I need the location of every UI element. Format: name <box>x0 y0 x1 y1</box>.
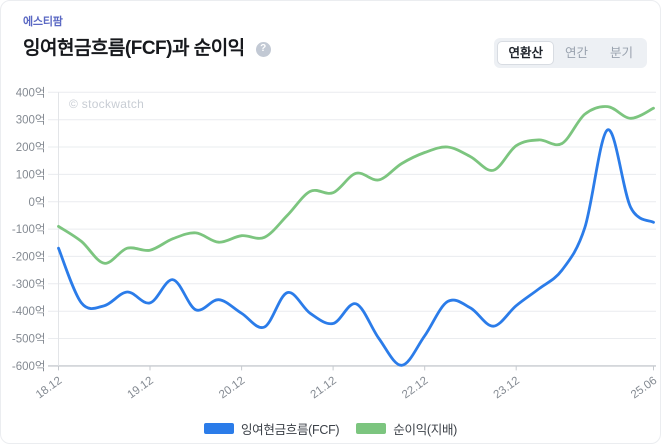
tab-quarterly[interactable]: 분기 <box>609 46 633 60</box>
y-axis-label: 400억 <box>16 86 46 99</box>
x-axis-label: 19.12 <box>125 375 155 402</box>
page-title: 잉여현금흐름(FCF)과 순이익 <box>23 38 245 59</box>
y-axis-label: 100억 <box>16 168 46 181</box>
x-axis-label: 20.12 <box>217 375 247 402</box>
y-axis-label: -500억 <box>12 333 46 346</box>
y-axis-label: -200억 <box>12 250 46 263</box>
y-axis-label: -600억 <box>12 360 46 373</box>
chart-svg[interactable]: 400억 300억 200억 100억 0억 -100억 -200억 -300억 -400억 -5… <box>1 86 661 406</box>
x-axis-label: 23.12 <box>492 375 522 402</box>
y-axis-label: 300억 <box>16 114 46 127</box>
x-axis-label: 21.12 <box>309 375 339 402</box>
chart-legend: 잉여현금흐름(FCF) 순이익(지배) <box>1 419 660 438</box>
y-axis-label: 200억 <box>16 141 46 154</box>
x-axis-label: 22.12 <box>400 375 430 402</box>
tab-annual[interactable]: 연간 <box>564 46 588 60</box>
fcf-line[interactable] <box>57 128 655 367</box>
legend-item-fcf[interactable]: 잉여현금흐름(FCF) <box>203 419 340 438</box>
watermark: © stockwatch <box>69 97 145 111</box>
period-tab-group: 연환산 연간 분기 <box>494 38 647 68</box>
help-icon[interactable]: ? <box>255 41 271 57</box>
tab-annualized[interactable]: 연환산 <box>497 41 554 65</box>
net-income-line[interactable] <box>57 105 655 265</box>
net-income-swatch <box>356 423 387 434</box>
legend-item-net-income[interactable]: 순이익(지배) <box>356 419 457 438</box>
y-axis-label: -400억 <box>12 305 46 318</box>
y-axis-label: -100억 <box>12 223 46 236</box>
title-row: 잉여현금흐름(FCF)과 순이익 ? <box>23 37 271 61</box>
fcf-legend-label: 잉여현금흐름(FCF) <box>240 423 340 437</box>
y-axis-label: -300억 <box>12 278 46 291</box>
y-axis-label: 0억 <box>29 196 46 209</box>
net-income-legend-label: 순이익(지배) <box>393 423 458 437</box>
x-axis-label: 18.12 <box>34 375 64 402</box>
company-name: 에스티팜 <box>23 16 63 28</box>
x-axis-label: 25.06 <box>629 375 659 402</box>
fcf-swatch <box>203 423 234 434</box>
